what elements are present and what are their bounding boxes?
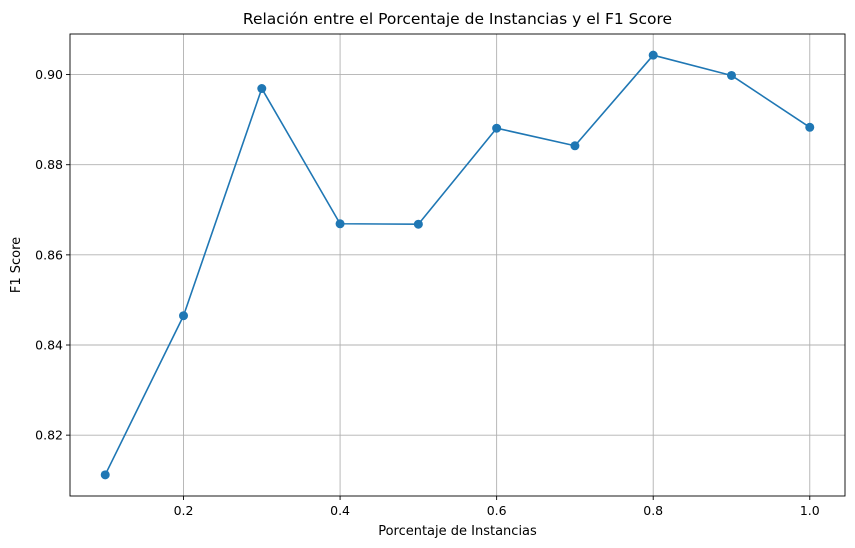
data-point <box>726 70 736 80</box>
x-axis-label: Porcentaje de Instancias <box>378 524 537 539</box>
data-point <box>413 219 423 229</box>
x-tick-label: 1.0 <box>800 503 820 518</box>
data-point <box>570 141 580 151</box>
y-tick-label: 0.82 <box>35 428 63 443</box>
data-point <box>648 50 658 60</box>
x-axis-ticks: 0.2 0.4 0.6 0.8 1.0 <box>174 496 820 518</box>
series-line <box>104 54 811 476</box>
y-axis-label: F1 Score <box>9 237 24 293</box>
y-tick-label: 0.88 <box>35 157 63 172</box>
x-tick-label: 0.2 <box>174 503 194 518</box>
data-point <box>335 219 345 229</box>
data-point <box>100 470 110 480</box>
y-gridlines <box>70 74 845 436</box>
y-tick-label: 0.86 <box>35 247 63 262</box>
x-tick-label: 0.6 <box>487 503 507 518</box>
y-tick-label: 0.90 <box>35 67 63 82</box>
data-point <box>492 123 502 133</box>
x-tick-label: 0.8 <box>643 503 663 518</box>
x-tick-label: 0.4 <box>330 503 350 518</box>
x-gridlines <box>183 34 811 496</box>
series-layer <box>100 50 815 480</box>
y-tick-label: 0.84 <box>35 338 63 353</box>
plot-frame <box>69 33 846 497</box>
data-point <box>805 122 815 132</box>
data-point <box>179 311 189 321</box>
data-point <box>257 84 267 94</box>
y-axis-ticks: 0.82 0.84 0.86 0.88 0.90 <box>35 67 70 443</box>
chart-title: Relación entre el Porcentaje de Instanci… <box>243 10 672 28</box>
